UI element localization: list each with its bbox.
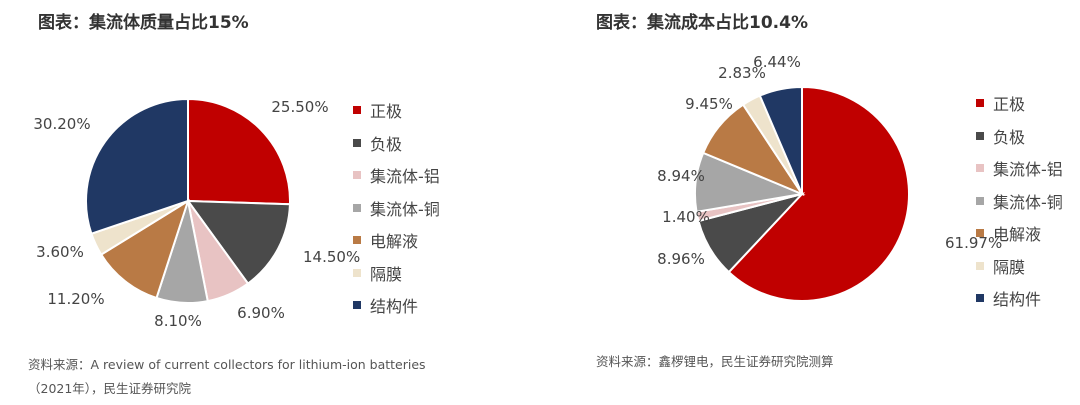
data-label: 3.60%: [36, 243, 84, 261]
data-label: 8.94%: [657, 167, 705, 185]
data-label: 8.10%: [154, 312, 202, 330]
legend-item: 集流体-铝: [976, 152, 1063, 185]
data-label: 6.44%: [753, 53, 801, 71]
legend-swatch: [976, 99, 984, 108]
legend-swatch: [353, 236, 361, 245]
legend-label: 集流体-铝: [993, 160, 1063, 180]
legend-label: 正极: [993, 95, 1026, 115]
legend-label: 结构件: [370, 297, 419, 317]
legend-swatch: [353, 203, 361, 212]
pie-chart-mass: 25.50% 14.50% 6.90% 8.10% 11.20% 3.60% 30.20%: [33, 97, 360, 330]
pie-slice: [85, 97, 189, 236]
legend-item: 集流体-铜: [353, 192, 440, 225]
legend-swatch: [353, 301, 361, 310]
legend-label: 电解液: [370, 232, 419, 252]
legend: 正极负极集流体-铝集流体-铜电解液隔膜结构件: [353, 94, 440, 322]
data-label: 2.83%: [718, 64, 766, 82]
legend-item: 负极: [976, 120, 1063, 153]
legend-item: 正极: [976, 87, 1063, 120]
legend-item: 结构件: [976, 282, 1063, 315]
pie-slice: [187, 97, 291, 206]
legend-swatch: [353, 171, 361, 180]
source-note: 资料来源：鑫椤锂电，民生证券研究院测算: [596, 350, 834, 374]
legend-swatch: [976, 164, 984, 173]
data-label: 14.50%: [303, 248, 360, 266]
source-line-1: 资料来源：鑫椤锂电，民生证券研究院测算: [596, 354, 834, 369]
legend-swatch: [976, 131, 984, 140]
legend-swatch: [976, 294, 984, 303]
source-line-1: 资料来源：A review of current collectors for …: [28, 357, 426, 372]
legend-label: 负极: [370, 134, 403, 154]
legend-label: 电解液: [993, 225, 1042, 245]
legend-swatch: [353, 268, 361, 277]
legend: 正极负极集流体-铝集流体-铜电解液隔膜结构件: [976, 87, 1063, 315]
data-label: 61.97%: [945, 234, 1002, 252]
pie-slice: [727, 85, 910, 302]
legend-label: 隔膜: [370, 264, 403, 284]
legend-item: 隔膜: [353, 257, 440, 290]
legend-item: 电解液: [976, 217, 1063, 250]
pie-slice: [758, 85, 803, 195]
data-label: 9.45%: [685, 95, 733, 113]
data-label: 8.96%: [657, 250, 705, 268]
data-label: 11.20%: [47, 290, 104, 308]
legend-label: 负极: [993, 127, 1026, 147]
chart-panel-cost: 图表：集流成本占比10.4% 61.97% 8.96% 1.40% 8.94% 9.45…: [540, 0, 1080, 405]
source-note: 资料来源：A review of current collectors for …: [28, 353, 426, 401]
legend-swatch: [976, 261, 984, 270]
data-label: 25.50%: [271, 98, 328, 116]
legend-item: 正极: [353, 94, 440, 127]
legend-label: 结构件: [993, 290, 1042, 310]
legend-item: 隔膜: [976, 250, 1063, 283]
legend-item: 负极: [353, 127, 440, 160]
legend-item: 集流体-铝: [353, 159, 440, 192]
chart-panel-mass: 图表：集流体质量占比15% 25.50% 14.50% 6.90% 8.10% 11.2…: [28, 13, 440, 401]
legend-swatch: [976, 229, 984, 238]
legend-swatch: [976, 196, 984, 205]
legend-label: 集流体-铜: [993, 192, 1063, 212]
legend-item: 电解液: [353, 224, 440, 257]
data-label: 1.40%: [662, 208, 710, 226]
pie-chart-cost: 61.97% 8.96% 1.40% 8.94% 9.45% 2.83%6.44%: [657, 53, 1002, 302]
legend-label: 正极: [370, 102, 403, 122]
data-label: 6.90%: [237, 304, 285, 322]
legend-item: 集流体-铜: [976, 185, 1063, 218]
legend-label: 集流体-铝: [370, 167, 440, 187]
legend-label: 隔膜: [993, 257, 1026, 277]
legend-item: 结构件: [353, 289, 440, 322]
pie-slice: [99, 198, 190, 300]
legend-swatch: [353, 138, 361, 147]
data-label: 30.20%: [33, 115, 90, 133]
legend-swatch: [353, 106, 361, 115]
pie-slice: [185, 199, 291, 285]
legend-label: 集流体-铜: [370, 199, 440, 219]
source-line-2: （2021年），民生证券研究院: [28, 381, 192, 396]
chart-title: 图表：集流体质量占比15%: [38, 13, 249, 33]
chart-title: 图表：集流成本占比10.4%: [596, 13, 808, 33]
